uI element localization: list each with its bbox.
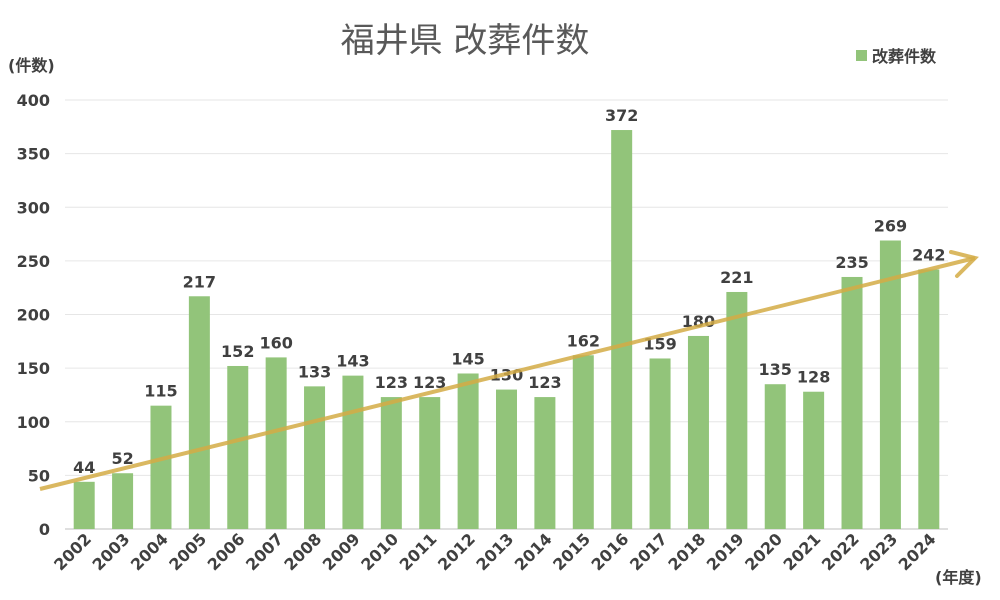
legend-swatch: [856, 50, 867, 61]
data-label: 123: [375, 373, 408, 392]
y-tick-label: 250: [17, 252, 50, 271]
x-tick-label: 2015: [549, 529, 594, 574]
bar: [572, 355, 594, 529]
bar: [803, 391, 825, 529]
data-label: 115: [144, 382, 177, 401]
data-label: 145: [451, 349, 484, 368]
bar: [73, 481, 95, 529]
x-tick-label: 2002: [50, 529, 95, 574]
data-label: 133: [298, 362, 331, 381]
data-label: 235: [835, 253, 868, 272]
bar: [188, 296, 210, 529]
bar: [764, 384, 786, 529]
trend-arrow: [39, 256, 976, 491]
data-label: 269: [874, 216, 907, 235]
x-tick-label: 2020: [741, 529, 786, 574]
data-label: 128: [797, 368, 830, 387]
bar: [687, 335, 709, 529]
bar: [726, 291, 748, 529]
data-label: 123: [413, 373, 446, 392]
x-tick-label: 2024: [895, 529, 940, 574]
x-tick-label: 2012: [434, 529, 479, 574]
x-tick-label: 2014: [511, 529, 556, 574]
data-label: 160: [259, 333, 292, 352]
y-tick-label: 300: [17, 198, 50, 217]
x-tick-label: 2023: [856, 529, 901, 574]
y-tick-label: 100: [17, 413, 50, 432]
data-label: 152: [221, 342, 254, 361]
x-tick-label: 2010: [357, 529, 402, 574]
bar: [611, 130, 633, 529]
x-tick-label: 2021: [780, 529, 825, 574]
bar: [841, 276, 863, 529]
bar: [227, 365, 249, 529]
data-label: 242: [912, 245, 945, 264]
bar: [112, 473, 134, 529]
y-tick-label: 400: [17, 91, 50, 110]
bar: [649, 358, 671, 529]
legend-label: 改葬件数: [872, 47, 937, 66]
x-tick-label: 2005: [165, 529, 210, 574]
bar: [534, 397, 556, 529]
x-tick-label: 2011: [396, 529, 441, 574]
x-tick-label: 2008: [280, 529, 325, 574]
data-label: 44: [73, 458, 95, 477]
data-label: 162: [567, 331, 600, 350]
trend-arrowhead: [949, 250, 979, 278]
x-axis-label: (年度): [935, 568, 982, 587]
data-label: 143: [336, 352, 369, 371]
x-tick-label: 2016: [588, 529, 633, 574]
x-tick-label: 2007: [242, 529, 287, 574]
bar: [879, 240, 901, 529]
data-label: 221: [720, 268, 753, 287]
y-tick-label: 50: [28, 466, 50, 485]
bar: [419, 397, 441, 529]
x-tick-label: 2017: [626, 529, 671, 574]
y-tick-label: 0: [39, 520, 50, 539]
bar: [265, 357, 287, 529]
data-label: 123: [528, 373, 561, 392]
x-tick-label: 2003: [88, 529, 133, 574]
bar: [304, 386, 326, 529]
bar: [457, 373, 479, 529]
data-label: 52: [111, 449, 133, 468]
x-tick-label: 2006: [204, 529, 249, 574]
bar: [918, 269, 940, 529]
bar: [380, 397, 402, 529]
data-label: 135: [759, 360, 792, 379]
bar: [342, 375, 364, 529]
x-tick-label: 2019: [703, 529, 748, 574]
y-tick-label: 350: [17, 145, 50, 164]
y-tick-label: 150: [17, 359, 50, 378]
y-tick-label: 200: [17, 306, 50, 325]
data-label: 372: [605, 106, 638, 125]
bar: [150, 405, 172, 529]
x-tick-label: 2004: [127, 529, 172, 574]
x-tick-label: 2022: [818, 529, 863, 574]
bar: [496, 389, 517, 529]
x-tick-label: 2013: [472, 529, 517, 574]
y-axis-label: (件数): [8, 56, 55, 75]
data-label: 217: [183, 272, 216, 291]
x-tick-label: 2018: [664, 529, 709, 574]
chart-title: 福井県 改葬件数: [341, 21, 590, 61]
x-tick-label: 2009: [319, 529, 364, 574]
